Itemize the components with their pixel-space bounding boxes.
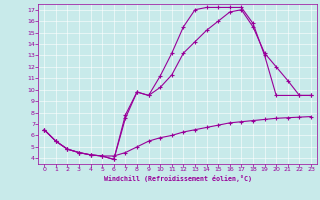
X-axis label: Windchill (Refroidissement éolien,°C): Windchill (Refroidissement éolien,°C)	[104, 175, 252, 182]
